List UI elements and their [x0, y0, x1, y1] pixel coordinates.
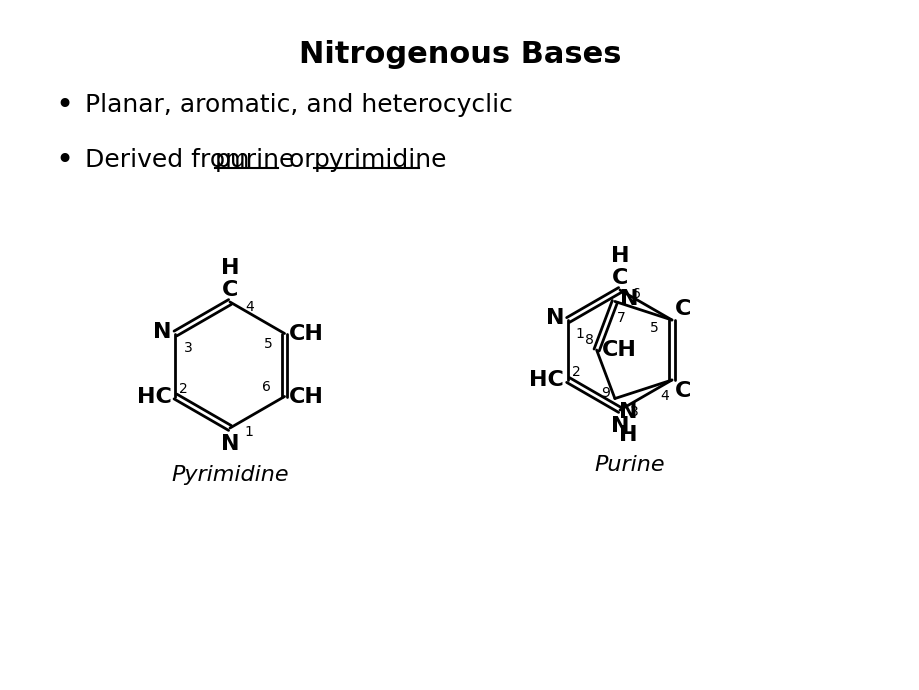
Text: •: •	[55, 90, 73, 119]
Text: pyrimidine: pyrimidine	[313, 148, 447, 172]
Text: N: N	[153, 322, 171, 342]
Text: C: C	[675, 299, 690, 319]
Text: HC: HC	[136, 386, 171, 406]
Text: C: C	[675, 381, 690, 401]
Text: 4: 4	[660, 389, 668, 403]
Text: N: N	[618, 402, 637, 422]
Text: 3: 3	[630, 405, 638, 419]
Text: N: N	[221, 434, 239, 454]
Text: 2: 2	[179, 382, 188, 395]
Text: N: N	[610, 416, 629, 436]
Text: 7: 7	[617, 311, 625, 326]
Text: Derived from: Derived from	[85, 148, 257, 172]
Text: •: •	[55, 146, 73, 175]
Text: purine: purine	[215, 148, 295, 172]
Text: Planar, aromatic, and heterocyclic: Planar, aromatic, and heterocyclic	[85, 93, 512, 117]
Text: H: H	[618, 424, 637, 444]
Text: 6: 6	[261, 380, 270, 393]
Text: C: C	[221, 280, 238, 300]
Text: H: H	[221, 258, 239, 278]
Text: N: N	[545, 308, 563, 328]
Text: H: H	[610, 246, 629, 266]
Text: 4: 4	[244, 300, 254, 314]
Text: HC: HC	[528, 370, 563, 390]
Text: CH: CH	[289, 324, 323, 344]
Text: CH: CH	[289, 386, 323, 406]
Text: 8: 8	[584, 333, 593, 347]
Text: 2: 2	[572, 365, 580, 379]
Text: C: C	[611, 268, 628, 288]
Text: 6: 6	[631, 287, 641, 301]
Text: or: or	[280, 148, 323, 172]
Text: 1: 1	[244, 425, 253, 439]
Text: 1: 1	[574, 327, 584, 341]
Text: 9: 9	[600, 386, 609, 400]
Text: 3: 3	[183, 340, 192, 355]
Text: 5: 5	[264, 337, 272, 351]
Text: CH: CH	[601, 340, 636, 360]
Text: 5: 5	[650, 321, 658, 335]
Text: Purine: Purine	[594, 455, 664, 475]
Text: N: N	[619, 290, 638, 309]
Text: Pyrimidine: Pyrimidine	[171, 465, 289, 485]
Text: Nitrogenous Bases: Nitrogenous Bases	[299, 40, 620, 69]
